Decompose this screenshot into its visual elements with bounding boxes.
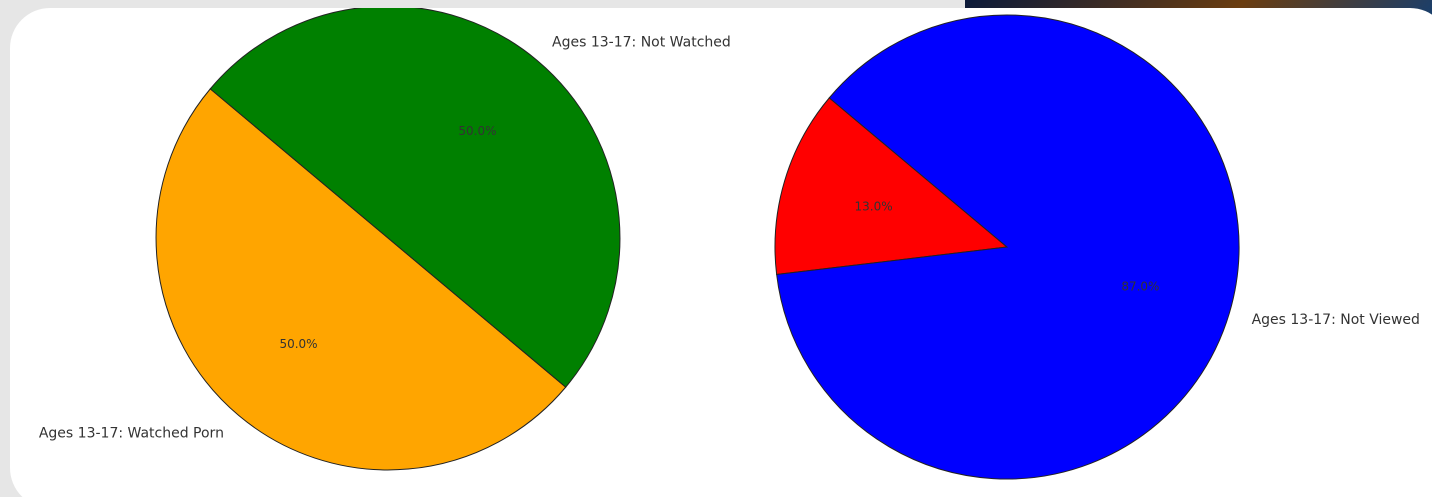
slice-label: Ages 13-17: Not Viewed	[1252, 312, 1420, 328]
value-label: 13.0%	[855, 200, 893, 214]
value-label: 50.0%	[279, 337, 317, 351]
slice-label: Ages 13-17: Watched Porn	[39, 425, 224, 441]
screen: 50.0% Ages 13-17: Watched Porn 50.0% Ages 1…	[0, 0, 1432, 497]
slice-label: Ages 13-17: Not Watched	[552, 35, 731, 51]
page: 50.0% Ages 13-17: Watched Porn 50.0% Ages 1…	[0, 0, 1432, 497]
value-label: 87.0%	[1121, 279, 1159, 293]
value-label: 50.0%	[458, 124, 496, 138]
